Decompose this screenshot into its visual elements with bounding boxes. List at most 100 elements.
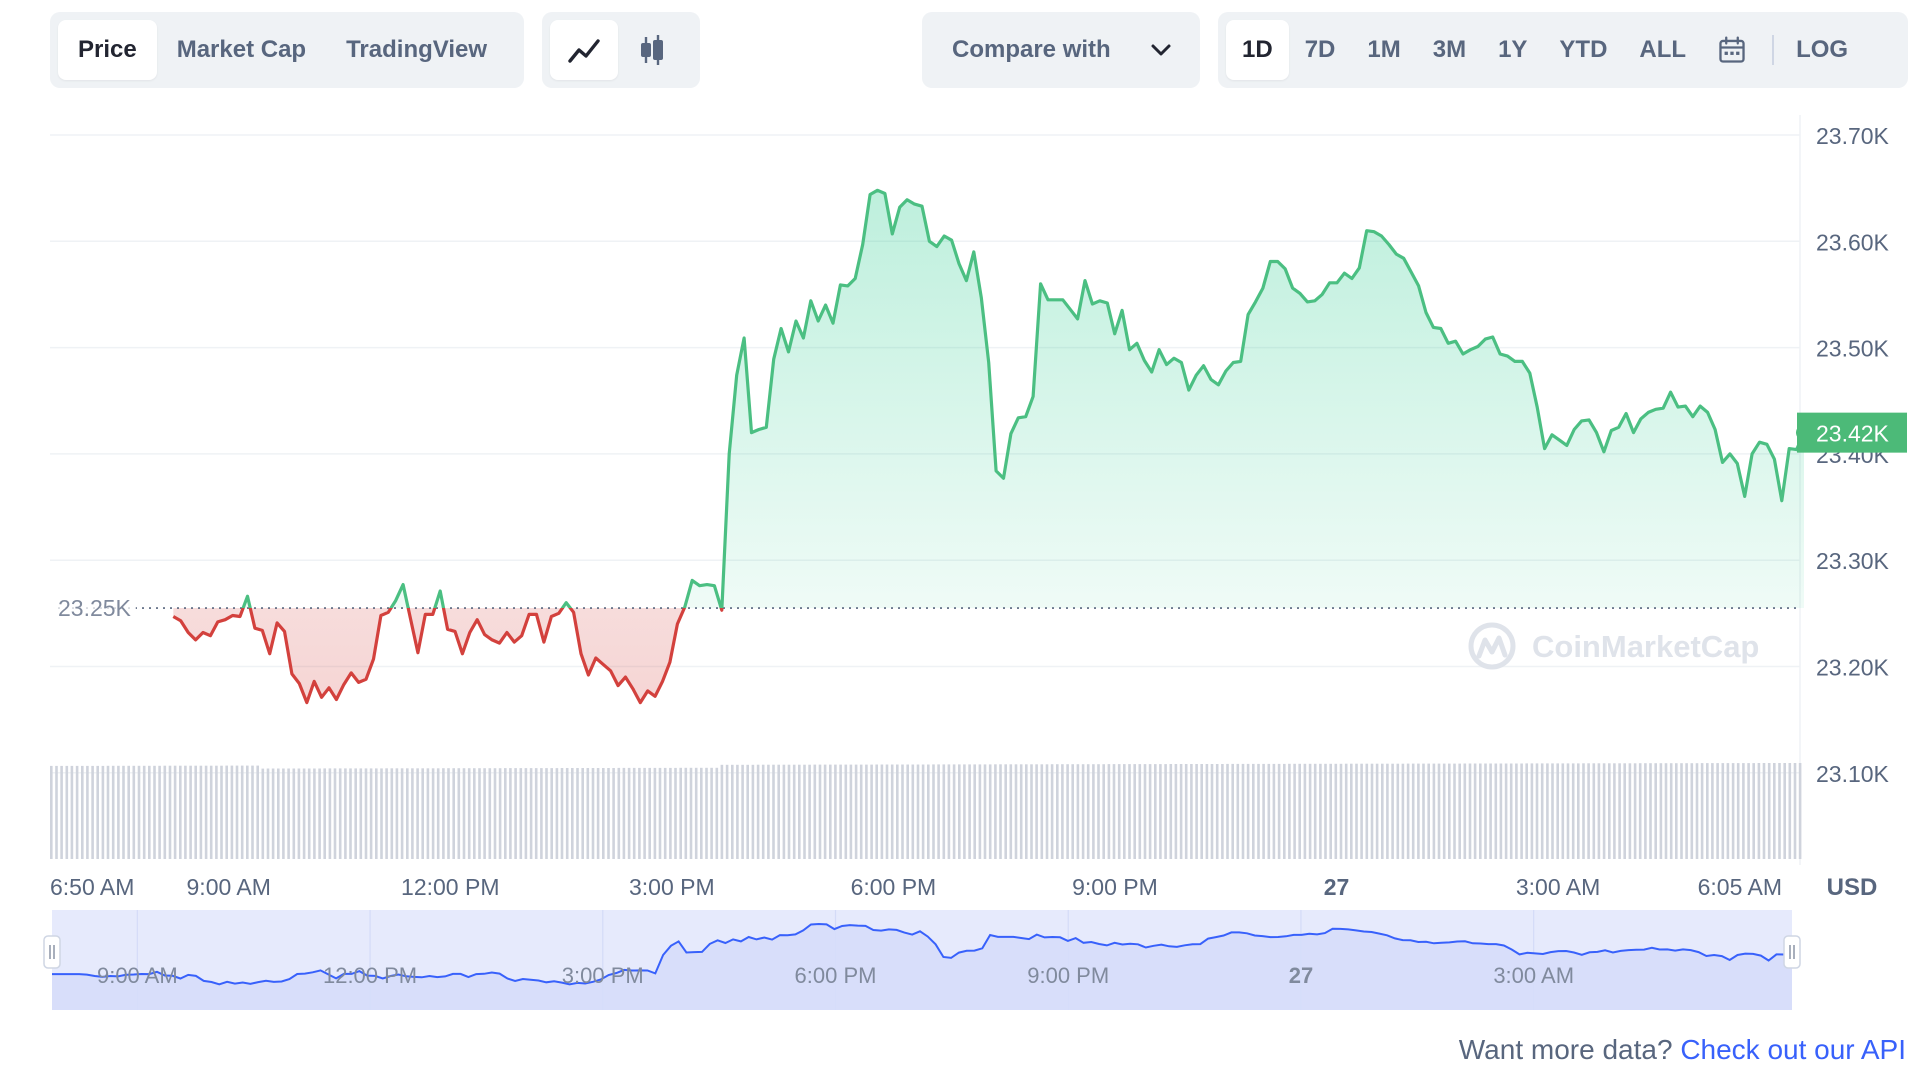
volume-bar bbox=[1313, 763, 1317, 859]
volume-bar bbox=[550, 768, 553, 859]
volume-bar bbox=[457, 768, 461, 859]
volume-bar bbox=[426, 768, 430, 859]
volume-bar bbox=[911, 764, 915, 859]
volume-bar bbox=[1798, 763, 1802, 859]
navigator-tick-label: 3:00 AM bbox=[1493, 963, 1574, 988]
volume-bar bbox=[1448, 763, 1451, 859]
volume-bar bbox=[1700, 763, 1704, 859]
volume-bar bbox=[1685, 763, 1688, 859]
volume-bar bbox=[1071, 764, 1074, 859]
navigator-handle-left[interactable] bbox=[43, 935, 61, 969]
volume-bar bbox=[1695, 763, 1699, 859]
api-promo-text: Want more data? bbox=[1458, 1034, 1673, 1065]
volume-bar bbox=[1360, 763, 1363, 859]
volume-bar bbox=[1401, 763, 1405, 859]
volume-bar bbox=[1437, 763, 1441, 859]
volume-bar bbox=[1184, 764, 1188, 859]
log-scale-toggle[interactable]: LOG bbox=[1796, 36, 1849, 63]
volume-bar bbox=[978, 764, 982, 859]
volume-bar bbox=[777, 764, 780, 859]
volume-bar bbox=[1479, 763, 1482, 859]
volume-bar bbox=[591, 768, 595, 859]
volume-bar bbox=[700, 767, 703, 859]
volume-bar bbox=[333, 768, 337, 859]
volume-bar bbox=[375, 768, 378, 859]
compare-with-dropdown[interactable]: Compare with bbox=[922, 12, 1200, 88]
volume-bar bbox=[653, 767, 657, 859]
volume-bar bbox=[179, 765, 182, 859]
range-3m[interactable]: 3M bbox=[1432, 36, 1467, 63]
volume-bar bbox=[504, 768, 507, 859]
tab-market-cap[interactable]: Market Cap bbox=[176, 36, 307, 63]
volume-bar bbox=[1159, 764, 1162, 859]
volume-bar bbox=[287, 768, 290, 859]
volume-bar bbox=[1381, 763, 1384, 859]
volume-bar bbox=[271, 768, 275, 859]
volume-bar bbox=[1783, 763, 1786, 859]
api-link[interactable]: Check out our API bbox=[1680, 1034, 1906, 1065]
x-tick-label: 27 bbox=[1324, 874, 1350, 900]
volume-bar bbox=[106, 765, 110, 859]
volume-bar bbox=[679, 767, 682, 859]
volume-bar bbox=[1623, 763, 1626, 859]
tab-price[interactable]: Price bbox=[58, 20, 157, 80]
volume-bar bbox=[1391, 763, 1394, 859]
volume-bar bbox=[1128, 764, 1131, 859]
line-chart-button[interactable] bbox=[550, 20, 618, 80]
volume-bar bbox=[849, 764, 853, 859]
navigator-line bbox=[52, 922, 1793, 986]
volume-bar bbox=[1525, 763, 1528, 859]
range-7d[interactable]: 7D bbox=[1304, 36, 1336, 63]
volume-bar bbox=[1107, 764, 1111, 859]
volume-bar bbox=[1509, 763, 1513, 859]
volume-bar bbox=[638, 767, 641, 859]
navigator-tick-label: 12:00 PM bbox=[323, 963, 417, 988]
volume-bar bbox=[648, 767, 651, 859]
volume-bar bbox=[1370, 763, 1374, 859]
volume-bar bbox=[875, 764, 878, 859]
volume-bar bbox=[215, 765, 218, 859]
volume-bar bbox=[478, 768, 481, 859]
volume-bar bbox=[91, 765, 94, 859]
volume-bar bbox=[823, 764, 827, 859]
volume-bar bbox=[209, 765, 213, 859]
volume-bar bbox=[865, 764, 868, 859]
volume-bar bbox=[338, 768, 342, 859]
candlestick-button[interactable] bbox=[618, 20, 686, 80]
volume-bar bbox=[963, 764, 966, 859]
volume-bar bbox=[576, 768, 579, 859]
volume-bar bbox=[277, 768, 280, 859]
volume-bar bbox=[235, 765, 239, 859]
navigator-handle-right[interactable] bbox=[1783, 935, 1801, 969]
navigator-handle-body[interactable] bbox=[1783, 935, 1801, 969]
date-range-button[interactable] bbox=[1702, 20, 1762, 80]
range-1y[interactable]: 1Y bbox=[1498, 36, 1528, 63]
volume-bar bbox=[246, 765, 249, 859]
volume-bar bbox=[122, 765, 125, 859]
volume-bar bbox=[1561, 763, 1565, 859]
volume-bar bbox=[1721, 763, 1725, 859]
tab-tradingview[interactable]: TradingView bbox=[346, 36, 488, 63]
range-all[interactable]: ALL bbox=[1639, 36, 1687, 63]
range-ytd[interactable]: YTD bbox=[1559, 36, 1608, 63]
navigator-handle-body[interactable] bbox=[43, 935, 61, 969]
volume-bar bbox=[1102, 764, 1105, 859]
volume-bar bbox=[473, 768, 476, 859]
range-1d[interactable]: 1D bbox=[1226, 20, 1289, 80]
range-1m[interactable]: 1M bbox=[1367, 36, 1401, 63]
volume-bar bbox=[364, 768, 368, 859]
volume-bar bbox=[1133, 764, 1136, 859]
volume-bar bbox=[1190, 764, 1193, 859]
volume-bar bbox=[1267, 763, 1271, 859]
volume-bar bbox=[344, 768, 347, 859]
volume-bar bbox=[1592, 763, 1596, 859]
volume-bar bbox=[199, 765, 203, 859]
range-navigator[interactable]: 9:00 AM 12:00 PM 3:00 PM 6:00 PM 9:00 PM 27 3:… bbox=[43, 910, 1801, 1010]
volume-bar bbox=[602, 768, 605, 859]
volume-bar bbox=[772, 764, 775, 859]
volume-bar bbox=[65, 765, 69, 859]
volume-bar bbox=[436, 768, 440, 859]
volume-bar bbox=[1731, 763, 1735, 859]
volume-bar bbox=[153, 765, 156, 859]
volume-bar bbox=[1582, 763, 1585, 859]
